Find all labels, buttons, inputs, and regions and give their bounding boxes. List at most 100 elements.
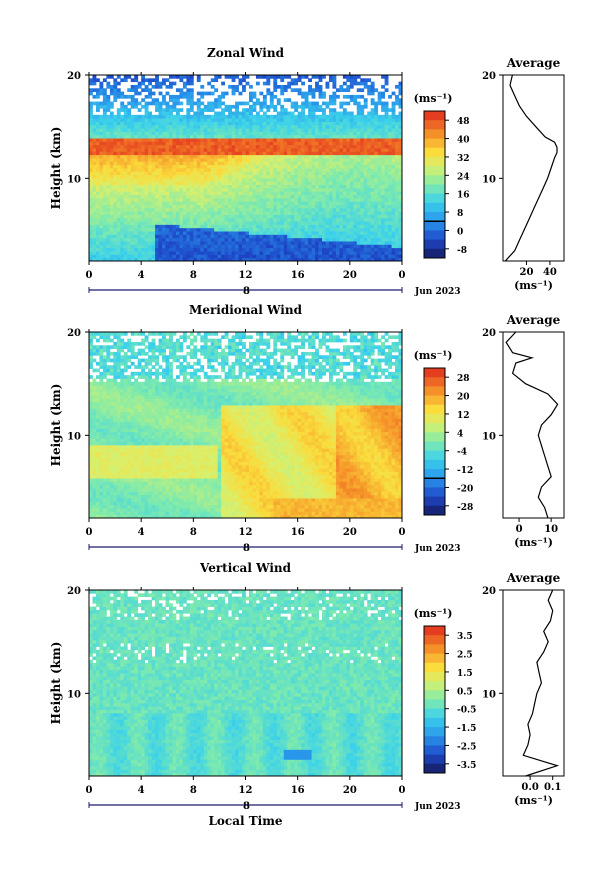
date-label: Jun 2023	[414, 287, 461, 297]
colorbar-band	[424, 745, 445, 756]
colorbar-tick-label: 28	[457, 374, 470, 384]
panel-1: Zonal Wind 10 20 Height (km) 0 4 8 12 16 20 0 8 Jun …	[49, 46, 565, 297]
colorbar-tick-label: -0.5	[457, 706, 476, 716]
colorbar-band	[424, 690, 445, 700]
profile-y-tick-label: 10	[482, 689, 496, 700]
colorbar-tick-label: -2.5	[457, 742, 476, 752]
colorbar-tick-label: 16	[457, 191, 470, 201]
x-tick-label: 12	[239, 270, 253, 281]
panel-3: Vertical Wind 10 20 Height (km) 0 4 8 12 16 20 0 8 J…	[49, 561, 565, 828]
colorbar-tick-label: -1.5	[457, 724, 476, 734]
profile-frame	[502, 589, 565, 777]
colorbar-band	[424, 377, 445, 387]
colorbar-band	[424, 120, 445, 130]
x-tick-label: 12	[239, 527, 253, 538]
colorbar-band	[424, 138, 445, 149]
profile-x-tick-label: 0.1	[544, 782, 561, 793]
colorbar-band	[424, 166, 445, 176]
x-tick-label: 4	[138, 270, 145, 281]
colorbar-band	[424, 763, 445, 774]
y-tick-label: 20	[67, 328, 81, 339]
colorbar-band	[424, 644, 445, 655]
x-tick-label: 0	[399, 785, 406, 796]
profile-title: Average	[506, 313, 561, 327]
profile-title: Average	[506, 56, 561, 70]
profile-y-tick-label: 10	[482, 431, 496, 442]
x-axis-label: Local Time	[208, 814, 282, 828]
colorbar-band	[424, 754, 445, 765]
profile-y-tick-label: 20	[482, 328, 496, 339]
colorbar-tick-label: 24	[457, 172, 470, 182]
colorbar-frame	[423, 367, 446, 516]
colorbar-tick-label: 0	[457, 227, 463, 237]
y-tick-label: 10	[67, 431, 81, 442]
heatmap	[89, 75, 403, 262]
y-tick-label: 10	[67, 689, 81, 700]
colorbar-band	[424, 717, 445, 728]
x-tick-label: 0	[86, 527, 93, 538]
colorbar-tick-label: 12	[457, 411, 470, 421]
colorbar-tick-label: -8	[457, 246, 467, 256]
y-tick-label: 20	[67, 586, 81, 597]
colorbar-units: (ms⁻¹)	[414, 607, 453, 620]
colorbar-band	[424, 129, 445, 140]
colorbar-band	[424, 626, 445, 636]
profile-line	[522, 589, 560, 777]
profile-x-tick-label: 0	[516, 524, 523, 535]
x-tick-label: 16	[291, 270, 305, 281]
colorbar-band	[424, 487, 445, 498]
profile-line	[505, 331, 559, 519]
y-tick-label: 20	[67, 71, 81, 82]
x-tick-label: 8	[190, 270, 197, 281]
x-tick-label: 20	[343, 270, 357, 281]
y-axis-label: Height (km)	[49, 642, 63, 725]
x-tick-label: 16	[291, 785, 305, 796]
colorbar-tick-label: 2.5	[457, 651, 473, 661]
profile-line	[504, 74, 558, 262]
colorbar-frame	[423, 625, 446, 774]
profile-x-tick-label: 40	[543, 267, 557, 278]
colorbar-tick-label: -20	[457, 484, 473, 494]
profile-x-tick-label: 0.0	[521, 782, 538, 793]
colorbar-tick-label: 40	[457, 136, 470, 146]
profile-y-tick-label: 10	[482, 174, 496, 185]
x-tick-label: 20	[343, 785, 357, 796]
colorbar-band	[424, 404, 445, 415]
profile-x-tick-label: 20	[520, 267, 534, 278]
colorbar-band	[424, 413, 445, 424]
colorbar-band	[424, 147, 445, 158]
profile-units: (ms⁻¹)	[514, 536, 553, 549]
day-label: 8	[243, 543, 250, 554]
colorbar-band	[424, 441, 445, 452]
colorbar-band	[424, 368, 445, 378]
heatmap	[89, 590, 403, 777]
x-tick-label: 16	[291, 527, 305, 538]
x-tick-label: 0	[399, 270, 406, 281]
colorbar-band	[424, 432, 445, 442]
colorbar-tick-label: 20	[457, 393, 470, 403]
profile-title: Average	[506, 571, 561, 585]
profile-frame	[502, 331, 565, 519]
day-label: 8	[243, 286, 250, 297]
colorbar-tick-label: 3.5	[457, 632, 473, 642]
panel-title: Vertical Wind	[199, 561, 292, 575]
y-tick-label: 10	[67, 174, 81, 185]
panel-title: Zonal Wind	[207, 46, 285, 60]
date-label: Jun 2023	[414, 802, 461, 812]
colorbar-tick-label: -28	[457, 503, 473, 513]
colorbar-band	[424, 423, 445, 433]
profile-x-tick-label: 10	[544, 524, 558, 535]
y-axis-label: Height (km)	[49, 127, 63, 210]
x-tick-label: 4	[138, 785, 145, 796]
x-tick-label: 8	[190, 785, 197, 796]
colorbar-band	[424, 459, 445, 470]
colorbar-band	[424, 478, 445, 488]
colorbar-band	[424, 248, 445, 259]
colorbar-band	[424, 496, 445, 507]
colorbar-tick-label: 32	[457, 154, 470, 164]
colorbar-band	[424, 699, 445, 710]
colorbar-tick-label: -3.5	[457, 761, 476, 771]
colorbar-band	[424, 193, 445, 204]
colorbar-units: (ms⁻¹)	[414, 92, 453, 105]
